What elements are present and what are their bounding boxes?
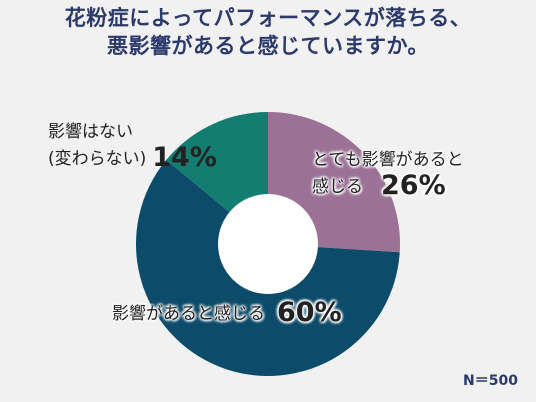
chart-title-line-1: 花粉症によってパフォーマンスが落ちる、 bbox=[64, 6, 472, 30]
label-yes-effect-text: 影響があると感じる bbox=[112, 304, 265, 324]
label-strong-effect-line-1: とても影響があると bbox=[312, 150, 464, 170]
chart-title: 花粉症によってパフォーマンスが落ちる、 悪影響があると感じていますか。 bbox=[0, 4, 536, 60]
label-no-effect: 影響はない (変わらない) 14% bbox=[48, 120, 217, 172]
label-no-effect-line-1: 影響はない bbox=[48, 122, 133, 142]
label-strong-effect: とても影響があると 感じる 26% bbox=[312, 148, 464, 200]
label-yes-effect-percent: 60% bbox=[277, 297, 342, 328]
label-strong-effect-line-2-wrap: 感じる 26% bbox=[312, 170, 464, 201]
label-no-effect-line-2-wrap: (変わらない) 14% bbox=[48, 142, 217, 173]
donut-hole bbox=[218, 194, 318, 294]
label-no-effect-line-2: (変わらない) bbox=[48, 149, 147, 169]
label-strong-effect-line-2: 感じる bbox=[312, 177, 363, 197]
chart-title-line-2: 悪影響があると感じていますか。 bbox=[106, 34, 430, 58]
label-strong-effect-percent: 26% bbox=[381, 170, 446, 201]
label-no-effect-percent: 14% bbox=[152, 142, 217, 173]
label-yes-effect: 影響があると感じる 60% bbox=[112, 297, 342, 328]
sample-size-label: N＝500 bbox=[463, 373, 518, 389]
